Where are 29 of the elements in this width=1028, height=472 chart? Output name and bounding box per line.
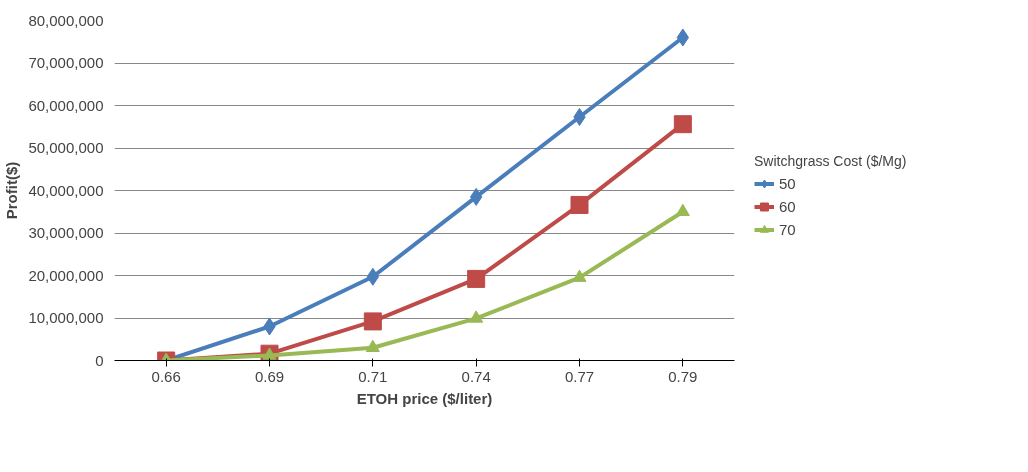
y-tick-label: 70,000,000 [28,54,104,71]
y-axis-title: Profit($) [3,161,21,220]
point [675,203,690,216]
x-tick-label: 0.66 [151,367,181,385]
point [572,269,587,282]
y-tick-label: 30,000,000 [28,224,104,241]
y-tick-label: 50,000,000 [28,139,104,156]
x-axis-title: ETOH price ($/liter) [356,389,493,407]
legend-label: 60 [779,197,797,215]
y-tick-label: 0 [95,351,104,369]
legend-label: 70 [779,220,797,238]
point [570,195,589,214]
y-tick-label: 40,000,000 [28,181,104,199]
point [469,310,484,323]
x-tick-label: 0.77 [564,367,595,385]
x-tick-label: 0.74 [461,367,491,385]
x-tick-label: 0.71 [358,367,388,385]
x-tick-label: 0.69 [254,367,285,385]
y-tick-label: 80,000,000 [28,11,104,29]
y-tick-label: 20,000,000 [28,266,104,284]
point [363,312,382,331]
y-tick-label: 10,000,000 [28,309,104,326]
x-tick-label: 0.79 [668,367,698,385]
y-tick-label: 60,000,000 [28,96,104,114]
point [365,339,380,352]
legend-title: Switchgrass Cost ($/Mg) [754,152,907,168]
point [673,115,692,134]
point [467,269,486,288]
legend-label: 50 [779,174,797,192]
